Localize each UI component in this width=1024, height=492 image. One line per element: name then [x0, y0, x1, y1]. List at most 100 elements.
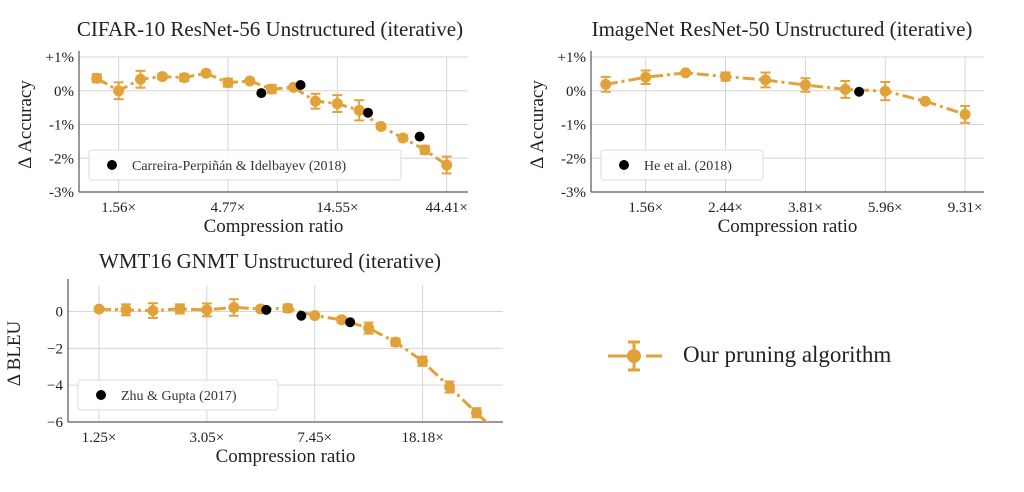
our-algorithm-point: [441, 159, 453, 171]
y-tick-label: -1%: [49, 118, 74, 134]
imagenet-resnet50-chart: ImageNet ResNet-50 Unstructured (iterati…: [527, 17, 984, 237]
y-tick-label: −2: [47, 341, 63, 357]
our-algorithm-point: [331, 98, 343, 110]
x-tick-label: 2.44×: [708, 200, 743, 216]
x-tick-label: 1.56×: [628, 200, 663, 216]
y-tick-label: 0%: [54, 84, 74, 100]
chart-title: WMT16 GNMT Unstructured (iterative): [99, 249, 441, 273]
legend-box: [88, 149, 402, 181]
our-algorithm-point: [498, 433, 509, 444]
legend-point: [627, 349, 641, 363]
our-algorithm-point: [799, 79, 811, 91]
our-algorithm-point: [309, 310, 321, 322]
our-algorithm-point: [113, 85, 125, 97]
our-algorithm-point: [600, 78, 612, 90]
our-algorithm-point: [390, 336, 402, 348]
y-tick-label: 0%: [566, 84, 586, 100]
our-algorithm-point: [879, 85, 891, 97]
y-tick-label: +1%: [558, 50, 586, 66]
x-tick-label: 7.45×: [297, 430, 332, 446]
our-algorithm-point: [200, 67, 212, 79]
our-algorithm-point: [309, 95, 321, 107]
y-tick-label: -2%: [49, 151, 74, 167]
baseline-legend-label: He et al. (2018): [644, 159, 732, 174]
our-algorithm-point: [919, 95, 931, 107]
our-algorithm-point: [353, 104, 365, 116]
cifar-resnet56-chart: CIFAR-10 ResNet-56 Unstructured (iterati…: [15, 17, 468, 237]
x-tick-label: 4.77×: [211, 200, 246, 216]
our-algorithm-line: [605, 71, 966, 116]
y-tick-label: -1%: [561, 118, 586, 134]
baseline-point: [296, 310, 307, 321]
our-algorithm-point: [174, 303, 186, 315]
x-axis-label: Compression ratio: [216, 446, 356, 467]
x-tick-label: 1.25×: [82, 430, 117, 446]
x-tick-label: 5.96×: [868, 200, 903, 216]
baseline-legend-marker: [107, 160, 117, 170]
our-algorithm-point: [228, 301, 240, 313]
our-algorithm-point: [759, 74, 771, 86]
main-legend-label: Our pruning algorithm: [683, 342, 891, 367]
our-algorithm-point: [222, 77, 234, 89]
y-tick-label: -2%: [561, 151, 586, 167]
our-algorithm-point: [444, 381, 456, 393]
our-algorithm-point: [93, 303, 105, 315]
baseline-legend-marker: [619, 160, 629, 170]
baseline-point: [256, 88, 267, 99]
chart-title: ImageNet ResNet-50 Unstructured (iterati…: [592, 17, 973, 41]
baseline-legend-marker: [96, 390, 106, 400]
our-algorithm-point: [336, 314, 348, 326]
our-algorithm-point: [680, 67, 692, 79]
our-algorithm-point: [147, 305, 159, 317]
baseline-point: [295, 80, 306, 91]
y-tick-label: -3%: [561, 185, 586, 201]
x-tick-label: 14.55×: [316, 200, 358, 216]
our-algorithm-point: [470, 407, 482, 419]
baseline-legend-label: Carreira-Perpiñán & Idelbayev (2018): [132, 159, 347, 174]
our-algorithm-point: [363, 322, 375, 334]
wmt16-gnmt-chart: WMT16 GNMT Unstructured (iterative) 0 −2 −4…: [4, 249, 509, 467]
our-algorithm-point: [397, 132, 409, 144]
baseline-point: [345, 317, 356, 328]
plot-area: [600, 67, 971, 124]
baseline-point: [854, 86, 865, 97]
our-algorithm-point: [156, 71, 168, 83]
chart-title: CIFAR-10 ResNet-56 Unstructured (iterati…: [77, 17, 463, 41]
our-algorithm-point: [244, 75, 256, 87]
our-algorithm-point: [375, 121, 387, 133]
x-axis-label: Compression ratio: [718, 216, 858, 237]
x-tick-label: 3.81×: [788, 200, 823, 216]
y-axis-label: Δ BLEU: [4, 320, 25, 386]
our-algorithm-point: [178, 72, 190, 84]
our-algorithm-point: [419, 144, 431, 156]
plot-area: [91, 67, 453, 175]
x-tick-label: 1.56×: [101, 200, 136, 216]
baseline-point: [261, 304, 272, 315]
baseline-point: [363, 107, 374, 118]
our-algorithm-point: [120, 304, 132, 316]
y-tick-label: 0: [56, 305, 64, 321]
x-tick-label: 9.31×: [948, 200, 983, 216]
y-tick-label: −6: [47, 415, 63, 431]
y-tick-label: +1%: [46, 50, 74, 66]
x-tick-label: 44.41×: [426, 200, 468, 216]
our-algorithm-point: [201, 304, 213, 316]
x-axis-label: Compression ratio: [204, 216, 344, 237]
our-algorithm-point: [959, 108, 971, 120]
our-algorithm-point: [282, 302, 294, 314]
legend-box: [77, 379, 279, 411]
our-algorithm-legend-marker: [608, 340, 662, 372]
y-axis-label: Δ Accuracy: [527, 80, 548, 169]
y-tick-label: −4: [47, 378, 63, 394]
baseline-legend-label: Zhu & Gupta (2017): [121, 389, 237, 404]
our-algorithm-point: [839, 83, 851, 95]
our-algorithm-point: [134, 73, 146, 85]
baseline-point: [414, 131, 425, 142]
plot-area: [93, 298, 509, 444]
main-legend: Our pruning algorithm: [608, 340, 891, 372]
our-algorithm-line: [98, 305, 489, 422]
our-algorithm-point: [91, 72, 103, 84]
y-tick-label: -3%: [49, 185, 74, 201]
legend-box: [600, 149, 764, 181]
